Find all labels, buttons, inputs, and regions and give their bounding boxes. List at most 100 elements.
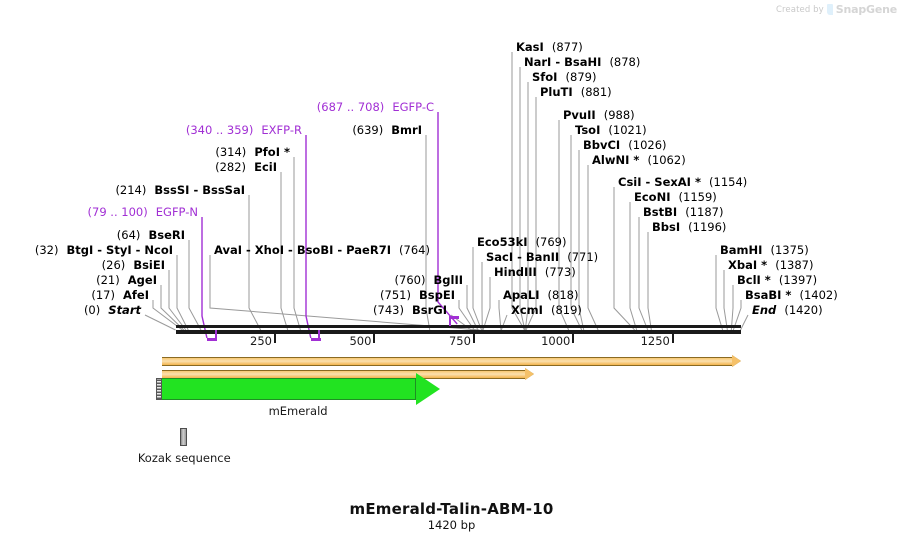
- enzyme-position-bseri: (64): [116, 228, 141, 242]
- enzyme-label-bmri[interactable]: (639) BmrI: [352, 124, 422, 136]
- enzyme-label-bsrgi[interactable]: (743) BsrGI: [373, 304, 447, 316]
- enzyme-position-sfoi: (879): [565, 70, 597, 84]
- leader-line-btgi: [176, 255, 189, 331]
- orf-body-orf-1: [161, 357, 732, 366]
- enzyme-name-eco53ki: Eco53kI: [477, 235, 528, 249]
- enzyme-label-kasi[interactable]: KasI (877): [516, 41, 583, 53]
- enzyme-label-bspei[interactable]: (751) BspEI: [380, 289, 455, 301]
- enzyme-label-pvuii[interactable]: PvuII (988): [563, 109, 635, 121]
- kozak-marker[interactable]: [180, 428, 188, 446]
- enzyme-position-egfpn: (79 .. 100): [87, 205, 148, 219]
- ruler-tick-label-250: 250: [250, 334, 272, 348]
- ruler-main-line[interactable]: [175, 330, 741, 334]
- enzyme-name-pvuii: PvuII: [563, 108, 596, 122]
- ruler-tick-label-1250: 1250: [640, 334, 670, 348]
- enzyme-name-bspei: BspEI: [419, 288, 455, 302]
- enzyme-label-exfpr[interactable]: (340 .. 359) EXFP-R: [186, 124, 302, 136]
- enzyme-position-hindiii: (773): [544, 265, 576, 279]
- enzyme-position-saci: (771): [567, 250, 599, 264]
- enzyme-position-bbvci: (1026): [628, 138, 667, 152]
- enzyme-label-bsiei[interactable]: (26) BsiEI: [102, 259, 165, 271]
- leader-line-end: [740, 314, 749, 331]
- watermark-brand: SnapGene: [835, 3, 897, 16]
- enzyme-position-xbai: (1387): [775, 258, 814, 272]
- enzyme-position-bcli: (1397): [778, 273, 818, 287]
- enzyme-label-agei[interactable]: (21) AgeI: [96, 274, 157, 286]
- enzyme-label-sfoi[interactable]: SfoI (879): [532, 71, 596, 83]
- enzyme-name-econi: EcoNI: [634, 190, 671, 204]
- enzyme-label-bbsi[interactable]: BbsI (1196): [652, 221, 726, 233]
- enzyme-label-avai[interactable]: AvaI - XhoI - BsoBI - PaeR7I (764): [214, 244, 430, 256]
- enzyme-label-eco53ki[interactable]: Eco53kI (769): [477, 236, 567, 248]
- primer-bar-exfp-r-mark: [310, 338, 321, 341]
- enzyme-name-bsabi: BsaBI *: [745, 288, 792, 302]
- enzyme-label-xcmi[interactable]: XcmI (819): [511, 304, 582, 316]
- primer-end-tick-exfp-r-mark: [318, 330, 321, 340]
- leader-line-bstbi: [638, 217, 649, 331]
- enzyme-position-end: (1420): [784, 303, 823, 317]
- enzyme-label-btgi[interactable]: (32) BtgI - StyI - NcoI: [35, 244, 173, 256]
- enzyme-label-pfoi[interactable]: (314) PfoI *: [215, 146, 290, 158]
- orf-arrow-orf-1[interactable]: [161, 355, 741, 367]
- enzyme-label-egfpn[interactable]: (79 .. 100) EGFP-N: [88, 206, 198, 218]
- ruler-tick-label-500: 500: [349, 334, 372, 348]
- enzyme-label-hindiii[interactable]: HindIII (773): [494, 266, 576, 278]
- cds-arrow-memerald[interactable]: [156, 373, 440, 405]
- enzyme-label-start[interactable]: (0) Start: [84, 304, 141, 316]
- enzyme-label-bamhi[interactable]: BamHI (1375): [720, 244, 809, 256]
- enzyme-label-bcli[interactable]: BclI * (1397): [737, 274, 817, 286]
- enzyme-name-btgi: BtgI - StyI - NcoI: [66, 243, 173, 257]
- enzyme-position-bsiei: (26): [101, 258, 126, 272]
- enzyme-label-pluti[interactable]: PluTI (881): [540, 86, 612, 98]
- enzyme-label-egfpc[interactable]: (687 .. 708) EGFP-C: [317, 101, 434, 113]
- enzyme-label-apali[interactable]: ApaLI (818): [503, 289, 578, 301]
- leader-line-hindiii: [482, 277, 491, 331]
- enzyme-name-ecii: EciI: [254, 160, 277, 174]
- enzyme-label-nari[interactable]: NarI - BsaHI (878): [524, 56, 640, 68]
- enzyme-label-end[interactable]: End (1420): [752, 304, 823, 316]
- snapgene-watermark: Created by SnapGene: [776, 3, 897, 16]
- enzyme-position-apali: (818): [547, 288, 579, 302]
- enzyme-label-bglii[interactable]: (760) BglII: [395, 274, 463, 286]
- enzyme-position-bglii: (760): [394, 273, 426, 287]
- enzyme-name-afei: AfeI: [123, 288, 149, 302]
- enzyme-position-tsoi: (1021): [608, 123, 647, 137]
- enzyme-name-bamhi: BamHI: [720, 243, 763, 257]
- enzyme-label-csii[interactable]: CsiI - SexAI * (1154): [618, 176, 747, 188]
- enzyme-position-alwni: (1062): [647, 153, 686, 167]
- enzyme-label-afei[interactable]: (17) AfeI: [91, 289, 149, 301]
- enzyme-label-xbai[interactable]: XbaI * (1387): [728, 259, 813, 271]
- enzyme-label-alwni[interactable]: AlwNI * (1062): [592, 154, 686, 166]
- enzyme-name-avai: AvaI - XhoI - BsoBI - PaeR7I: [214, 243, 391, 257]
- page-subtitle: 1420 bp: [427, 518, 476, 532]
- enzyme-name-hindiii: HindIII: [494, 265, 537, 279]
- enzyme-label-bseri[interactable]: (64) BseRI: [117, 229, 185, 241]
- page-title: mEmerald-Talin-ABM-10: [349, 500, 554, 518]
- enzyme-label-ecii[interactable]: (282) EciI: [215, 161, 277, 173]
- enzyme-position-bsabi: (1402): [799, 288, 838, 302]
- ruler-tick-label-750: 750: [448, 334, 471, 348]
- enzyme-label-bstbi[interactable]: BstBI (1187): [643, 206, 723, 218]
- enzyme-label-bsssi[interactable]: (214) BssSI - BssSaI: [115, 184, 245, 196]
- leader-line-bsiei: [168, 270, 187, 331]
- enzyme-name-egfpc: EGFP-C: [392, 100, 434, 114]
- enzyme-name-sfoi: SfoI: [532, 70, 558, 84]
- ruler-tick-750: [472, 334, 475, 343]
- cds-arrowhead: [415, 373, 440, 405]
- enzyme-name-tsoi: TsoI: [575, 123, 601, 137]
- leader-line-xbai: [723, 270, 728, 331]
- ruler-tick-1250: [671, 334, 674, 343]
- enzyme-label-bsabi[interactable]: BsaBI * (1402): [745, 289, 838, 301]
- enzyme-position-eco53ki: (769): [535, 235, 567, 249]
- enzyme-label-bbvci[interactable]: BbvCI (1026): [583, 139, 667, 151]
- enzyme-position-xcmi: (819): [551, 303, 582, 317]
- primer-bar-egfp-n-mark: [206, 338, 217, 341]
- enzyme-label-tsoi[interactable]: TsoI (1021): [575, 124, 647, 136]
- enzyme-label-saci[interactable]: SacI - BanII (771): [486, 251, 598, 263]
- enzyme-label-econi[interactable]: EcoNI (1159): [634, 191, 717, 203]
- enzyme-name-bbsi: BbsI: [652, 220, 681, 234]
- ruler-tick-500: [373, 334, 376, 343]
- enzyme-name-kasi: KasI: [516, 40, 544, 54]
- enzyme-name-bstbi: BstBI: [643, 205, 678, 219]
- enzyme-position-start: (0): [83, 303, 101, 317]
